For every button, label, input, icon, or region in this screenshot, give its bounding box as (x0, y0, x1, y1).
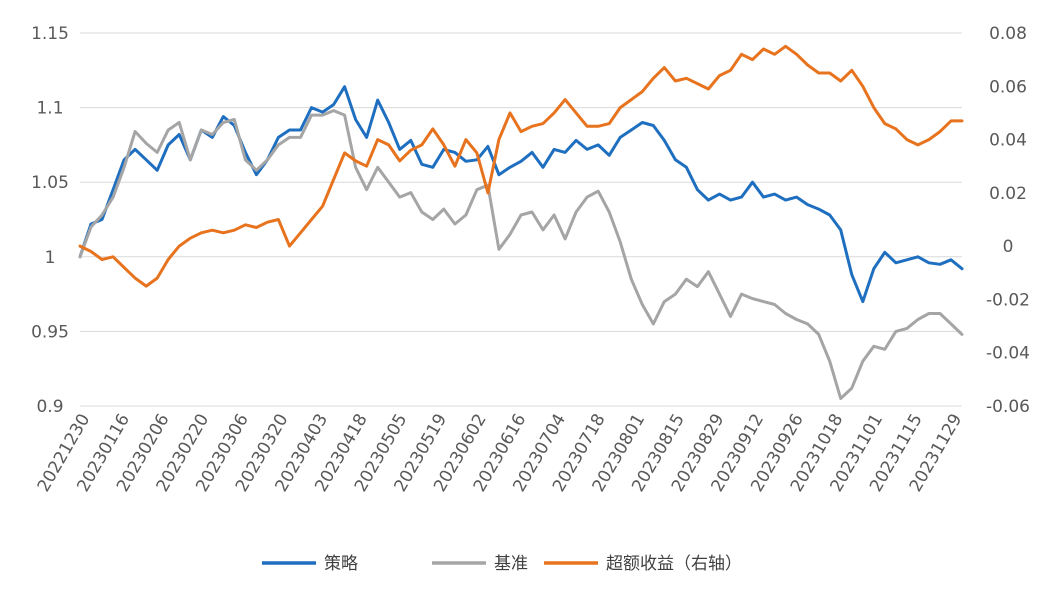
right-tick-label: 0.06 (989, 77, 1027, 97)
series-line-2 (78, 109, 964, 400)
gridlines (80, 32, 962, 407)
series-layer (78, 44, 964, 400)
right-tick-label: 0.02 (989, 184, 1027, 204)
right-tick-label: -0.06 (986, 397, 1030, 417)
left-tick-label: 1.15 (31, 24, 69, 44)
legend-label-3: 超额收益（右轴） (606, 554, 742, 574)
left-tick-label: 0.9 (36, 397, 63, 417)
left-axis: 0.9 0.95 1 1.05 1.1 1.15 (31, 24, 69, 417)
right-tick-label: -0.04 (986, 344, 1030, 364)
series-line-1 (78, 85, 964, 304)
left-tick-label: 1.05 (31, 173, 69, 193)
legend-label-1: 策略 (324, 554, 358, 574)
legend-label-2: 基准 (494, 554, 528, 574)
x-axis: 2022123020230116202302062023022020230306… (34, 411, 967, 496)
left-tick-label: 0.95 (31, 322, 69, 342)
right-tick-label: 0.04 (989, 131, 1027, 151)
right-tick-label: 0.08 (989, 24, 1027, 44)
right-tick-label: 0 (1003, 237, 1014, 257)
right-tick-label: -0.02 (986, 290, 1030, 310)
legend: 策略 基准 超额收益（右轴） (262, 554, 742, 574)
series-line-3 (78, 44, 964, 288)
left-tick-label: 1 (45, 248, 56, 268)
left-tick-label: 1.1 (36, 99, 63, 119)
right-axis: -0.06 -0.04 -0.02 0 0.02 0.04 0.06 0.08 (986, 24, 1030, 417)
